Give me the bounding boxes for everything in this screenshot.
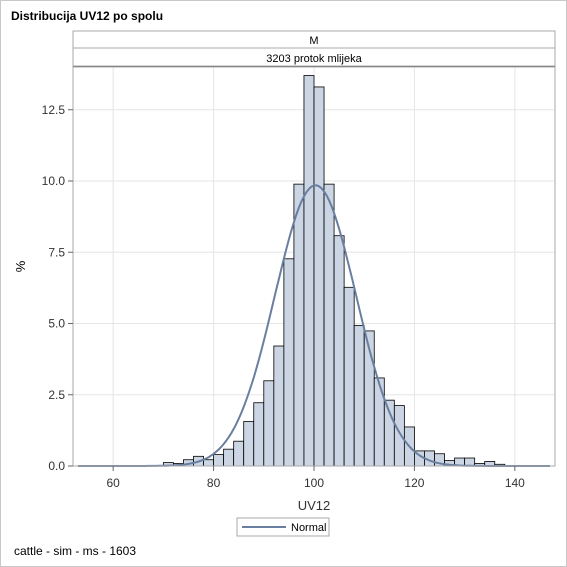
histogram-bar bbox=[263, 380, 275, 467]
x-tick-label: 100 bbox=[304, 476, 324, 490]
y-tick-label: 7.5 bbox=[48, 245, 65, 259]
x-tick-label: 140 bbox=[505, 476, 525, 490]
histogram-bar bbox=[213, 454, 225, 467]
histogram-bar bbox=[343, 286, 355, 467]
y-tick-label: 10.0 bbox=[42, 174, 66, 188]
y-tick-label: 12.5 bbox=[42, 103, 66, 117]
histogram-bar bbox=[303, 75, 315, 467]
histogram-bar bbox=[243, 421, 255, 467]
histogram-bar bbox=[203, 459, 214, 467]
y-tick-label: 0.0 bbox=[48, 459, 65, 473]
histogram-bar bbox=[273, 345, 285, 467]
histogram-bar bbox=[393, 405, 405, 467]
x-tick-label: 120 bbox=[404, 476, 424, 490]
footnote: cattle - sim - ms - 1603 bbox=[14, 544, 137, 558]
histogram-bar bbox=[223, 448, 235, 467]
histogram-bars bbox=[162, 75, 506, 467]
y-tick-label: 5.0 bbox=[48, 317, 65, 331]
y-tick-label: 2.5 bbox=[48, 388, 65, 402]
histogram-bar bbox=[253, 402, 265, 467]
histogram-bar bbox=[373, 377, 385, 467]
histogram-bar bbox=[353, 325, 365, 467]
x-tick-label: 60 bbox=[106, 476, 120, 490]
y-axis-label: % bbox=[13, 260, 28, 272]
panel-header-label-trait: 3203 protok mlijeka bbox=[266, 53, 362, 65]
y-axis-ticks: 0.0 2.5 5.0 7.5 10.0 12.5 bbox=[42, 103, 73, 473]
x-axis-ticks: 60 80 100 120 140 bbox=[106, 466, 525, 490]
histogram-bar bbox=[233, 440, 245, 467]
x-axis-label: UV12 bbox=[298, 498, 331, 513]
x-tick-label: 80 bbox=[207, 476, 221, 490]
histogram-bar bbox=[323, 183, 335, 467]
panel-header-label-sex: M bbox=[309, 35, 318, 47]
histogram-bar bbox=[333, 235, 345, 467]
histogram-bar bbox=[283, 258, 295, 467]
chart-title: Distribucija UV12 po spolu bbox=[11, 9, 164, 23]
histogram-bar bbox=[313, 86, 325, 467]
histogram-bar bbox=[293, 183, 305, 467]
legend-normal-label: Normal bbox=[291, 522, 326, 534]
